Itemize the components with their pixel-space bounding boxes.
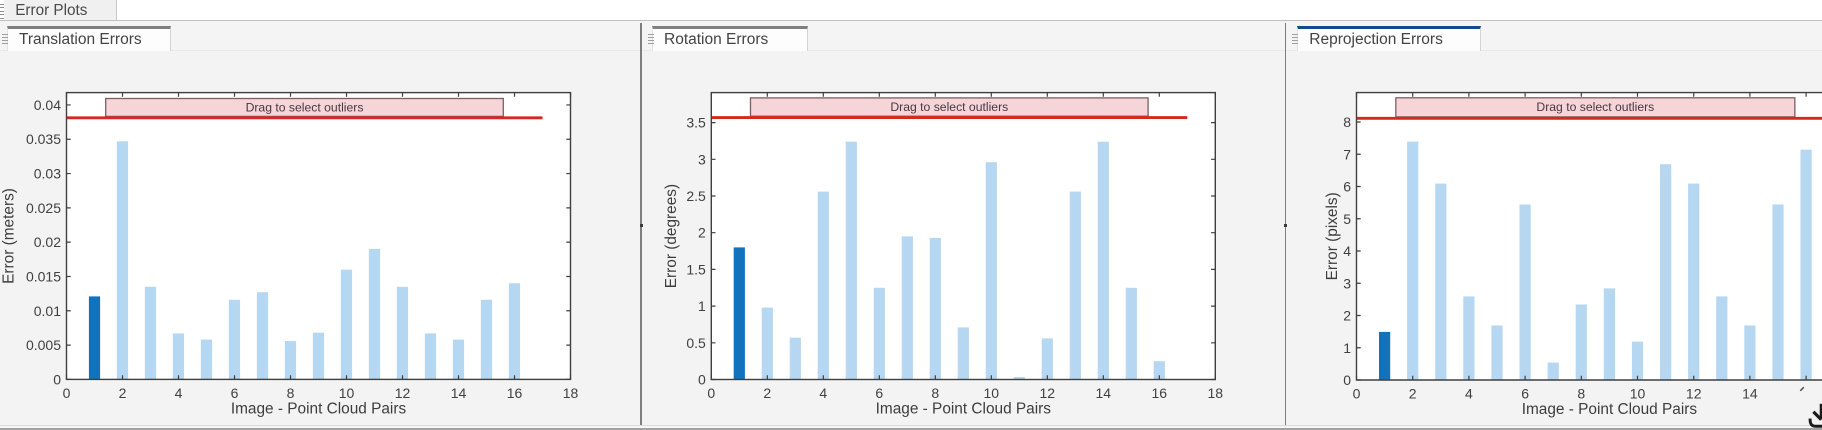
svg-text:1: 1 xyxy=(698,298,706,314)
svg-text:12: 12 xyxy=(1686,386,1702,402)
svg-text:0: 0 xyxy=(63,385,71,401)
svg-text:3.5: 3.5 xyxy=(686,115,706,131)
svg-text:0.025: 0.025 xyxy=(26,200,61,216)
svg-text:0.04: 0.04 xyxy=(34,97,61,113)
svg-text:0: 0 xyxy=(707,385,715,401)
svg-text:Drag to select outliers: Drag to select outliers xyxy=(890,100,1008,114)
svg-text:0.01: 0.01 xyxy=(34,303,61,319)
svg-text:8: 8 xyxy=(287,385,295,401)
svg-text:0.015: 0.015 xyxy=(26,268,61,284)
svg-text:4: 4 xyxy=(175,385,183,401)
svg-text:4: 4 xyxy=(1465,386,1473,402)
svg-text:Image - Point Cloud Pairs: Image - Point Cloud Pairs xyxy=(876,401,1052,418)
svg-text:6: 6 xyxy=(875,385,883,401)
svg-text:2.5: 2.5 xyxy=(686,188,706,204)
svg-text:8: 8 xyxy=(1577,386,1585,402)
svg-text:0: 0 xyxy=(53,371,61,387)
svg-text:3: 3 xyxy=(1343,275,1351,291)
svg-text:8: 8 xyxy=(1343,114,1351,130)
svg-text:0.5: 0.5 xyxy=(686,335,706,351)
svg-text:0: 0 xyxy=(698,372,706,388)
svg-text:18: 18 xyxy=(1208,385,1224,401)
svg-text:6: 6 xyxy=(1343,179,1351,195)
svg-text:2: 2 xyxy=(698,225,706,241)
svg-text:16: 16 xyxy=(507,385,523,401)
svg-text:0.03: 0.03 xyxy=(34,166,61,182)
svg-text:14: 14 xyxy=(1096,385,1112,401)
svg-text:Error (meters): Error (meters) xyxy=(1,188,18,284)
svg-text:Error (degrees): Error (degrees) xyxy=(663,184,680,288)
svg-text:0.035: 0.035 xyxy=(26,131,61,147)
svg-text:12: 12 xyxy=(395,385,411,401)
svg-text:7: 7 xyxy=(1343,146,1351,162)
svg-text:Error (pixels): Error (pixels) xyxy=(1324,192,1341,280)
svg-text:18: 18 xyxy=(563,385,579,401)
svg-text:2: 2 xyxy=(763,385,771,401)
svg-text:1: 1 xyxy=(1343,340,1351,356)
svg-text:8: 8 xyxy=(931,385,939,401)
svg-text:0: 0 xyxy=(1343,372,1351,388)
svg-text:10: 10 xyxy=(984,385,1000,401)
svg-text:2: 2 xyxy=(1409,386,1417,402)
svg-text:16: 16 xyxy=(1152,385,1168,401)
svg-text:12: 12 xyxy=(1040,385,1056,401)
svg-text:0.02: 0.02 xyxy=(34,234,61,250)
svg-text:14: 14 xyxy=(451,385,467,401)
svg-text:Drag to select outliers: Drag to select outliers xyxy=(246,101,364,115)
svg-text:5: 5 xyxy=(1343,211,1351,227)
svg-text:4: 4 xyxy=(1343,243,1351,259)
svg-text:10: 10 xyxy=(339,385,355,401)
svg-text:14: 14 xyxy=(1742,386,1758,402)
svg-text:Drag to select outliers: Drag to select outliers xyxy=(1536,100,1654,114)
svg-text:2: 2 xyxy=(1343,308,1351,324)
svg-text:4: 4 xyxy=(819,385,827,401)
svg-text:Image - Point Cloud Pairs: Image - Point Cloud Pairs xyxy=(1522,401,1698,418)
svg-text:0.005: 0.005 xyxy=(26,337,61,353)
svg-text:6: 6 xyxy=(231,385,239,401)
svg-text:2: 2 xyxy=(119,385,127,401)
svg-text:3: 3 xyxy=(698,151,706,167)
svg-text:6: 6 xyxy=(1521,386,1529,402)
svg-text:0: 0 xyxy=(1353,386,1361,402)
svg-text:1.5: 1.5 xyxy=(686,261,706,277)
svg-text:Image - Point Cloud Pairs: Image - Point Cloud Pairs xyxy=(231,400,407,417)
svg-text:10: 10 xyxy=(1630,386,1646,402)
